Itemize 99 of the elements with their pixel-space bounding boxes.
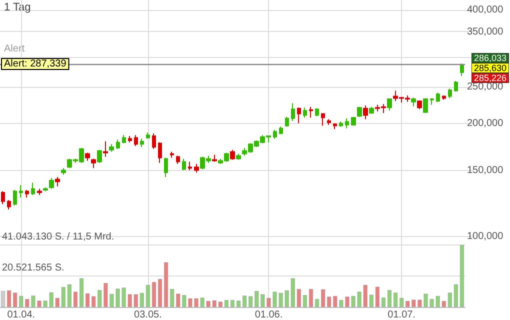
- annotation: Alert: [4, 44, 25, 55]
- candlestick: [164, 157, 168, 178]
- candlestick: [109, 144, 114, 152]
- candlestick: [182, 158, 186, 171]
- bar: [236, 300, 241, 307]
- candlestick: [37, 188, 42, 196]
- candlestick: [158, 142, 162, 164]
- candlestick: [442, 95, 446, 100]
- candlestick: [49, 178, 54, 190]
- candlestick: [454, 80, 458, 92]
- candlestick: [423, 98, 428, 114]
- candlestick: [291, 102, 295, 122]
- y-tick-label: 350,000: [467, 26, 504, 38]
- candlestick: [430, 98, 434, 106]
- y-tick-label: 400,000: [467, 4, 504, 16]
- candlestick: [31, 182, 35, 196]
- candlestick: [230, 149, 235, 160]
- candlestick: [339, 121, 343, 128]
- candlestick: [387, 98, 392, 112]
- candlestick: [122, 134, 126, 144]
- candlestick: [436, 92, 440, 102]
- ref-line-label: Alert: 287,339: [4, 58, 67, 70]
- bar: [80, 278, 84, 307]
- candlestick: [212, 154, 217, 162]
- candlestick: [411, 97, 416, 107]
- bar: [67, 284, 72, 307]
- candlestick: [103, 140, 108, 158]
- x-tick-label: 01.07.: [388, 310, 416, 320]
- bar: [296, 289, 301, 307]
- candlestick: [140, 138, 144, 148]
- bar: [158, 279, 162, 307]
- bar: [302, 295, 307, 307]
- candlestick: [25, 189, 29, 198]
- bar: [224, 300, 228, 307]
- x-tick-label: 01.04.: [7, 310, 36, 320]
- candlestick: [236, 153, 241, 160]
- candlestick: [448, 88, 452, 99]
- candlestick: [152, 132, 156, 150]
- bar: [309, 289, 314, 307]
- candlestick: [128, 136, 132, 143]
- candlestick: [285, 116, 289, 128]
- candlestick: [417, 100, 422, 110]
- candlestick: [188, 161, 192, 171]
- candlestick: [91, 158, 96, 169]
- candlestick: [146, 132, 150, 140]
- candlestick: [363, 104, 368, 120]
- bar: [394, 292, 398, 307]
- bar: [375, 286, 380, 307]
- bar: [146, 284, 150, 307]
- candlestick: [309, 106, 313, 118]
- candlestick: [351, 116, 356, 126]
- candlestick: [43, 187, 48, 192]
- candlestick: [19, 184, 23, 198]
- candlestick: [116, 139, 120, 150]
- candlestick: [369, 106, 374, 114]
- candlestick: [1, 190, 5, 205]
- bar: [454, 284, 458, 307]
- candlestick: [321, 113, 325, 126]
- bar: [164, 262, 168, 307]
- candlestick: [55, 176, 60, 187]
- annotation: 20.521.565 S.: [2, 262, 64, 274]
- candlestick: [315, 108, 319, 117]
- candlestick: [176, 155, 180, 164]
- bar: [230, 300, 234, 307]
- candlestick: [333, 122, 337, 130]
- candlestick: [170, 151, 174, 158]
- y-tick-label: 200,000: [467, 118, 504, 129]
- bar: [73, 292, 78, 307]
- text: 285,630: [474, 62, 507, 73]
- bar: [86, 293, 90, 307]
- bar: [1, 291, 6, 307]
- candlestick: [97, 149, 102, 164]
- candlestick: [7, 200, 11, 210]
- x-tick-label: 03.05.: [134, 310, 162, 320]
- candlestick: [460, 64, 464, 77]
- text: 286,033: [474, 52, 507, 63]
- candlestick: [13, 189, 17, 206]
- annotation: 41.043.130 S. / 11,5 Mrd.: [2, 232, 114, 242]
- bar: [152, 282, 156, 307]
- candlestick: [357, 106, 362, 118]
- candlestick: [85, 152, 90, 162]
- bar: [315, 299, 320, 307]
- candlestick: [345, 118, 349, 129]
- candlestick: [279, 126, 283, 135]
- y-tick-label: 100,000: [467, 231, 504, 242]
- candlestick: [303, 107, 307, 118]
- x-tick-label: 01.06.: [254, 310, 283, 320]
- bar: [388, 290, 392, 307]
- candlestick: [273, 129, 277, 140]
- bar: [7, 290, 12, 307]
- bar: [460, 245, 464, 307]
- bar: [381, 298, 386, 307]
- y-tick-label: 150,000: [467, 164, 504, 176]
- candlestick: [327, 118, 331, 126]
- candlestick: [297, 107, 301, 124]
- candlestick: [61, 168, 66, 176]
- candlestick: [134, 134, 138, 147]
- candlestick: [194, 163, 199, 173]
- text: 285,226: [474, 72, 507, 83]
